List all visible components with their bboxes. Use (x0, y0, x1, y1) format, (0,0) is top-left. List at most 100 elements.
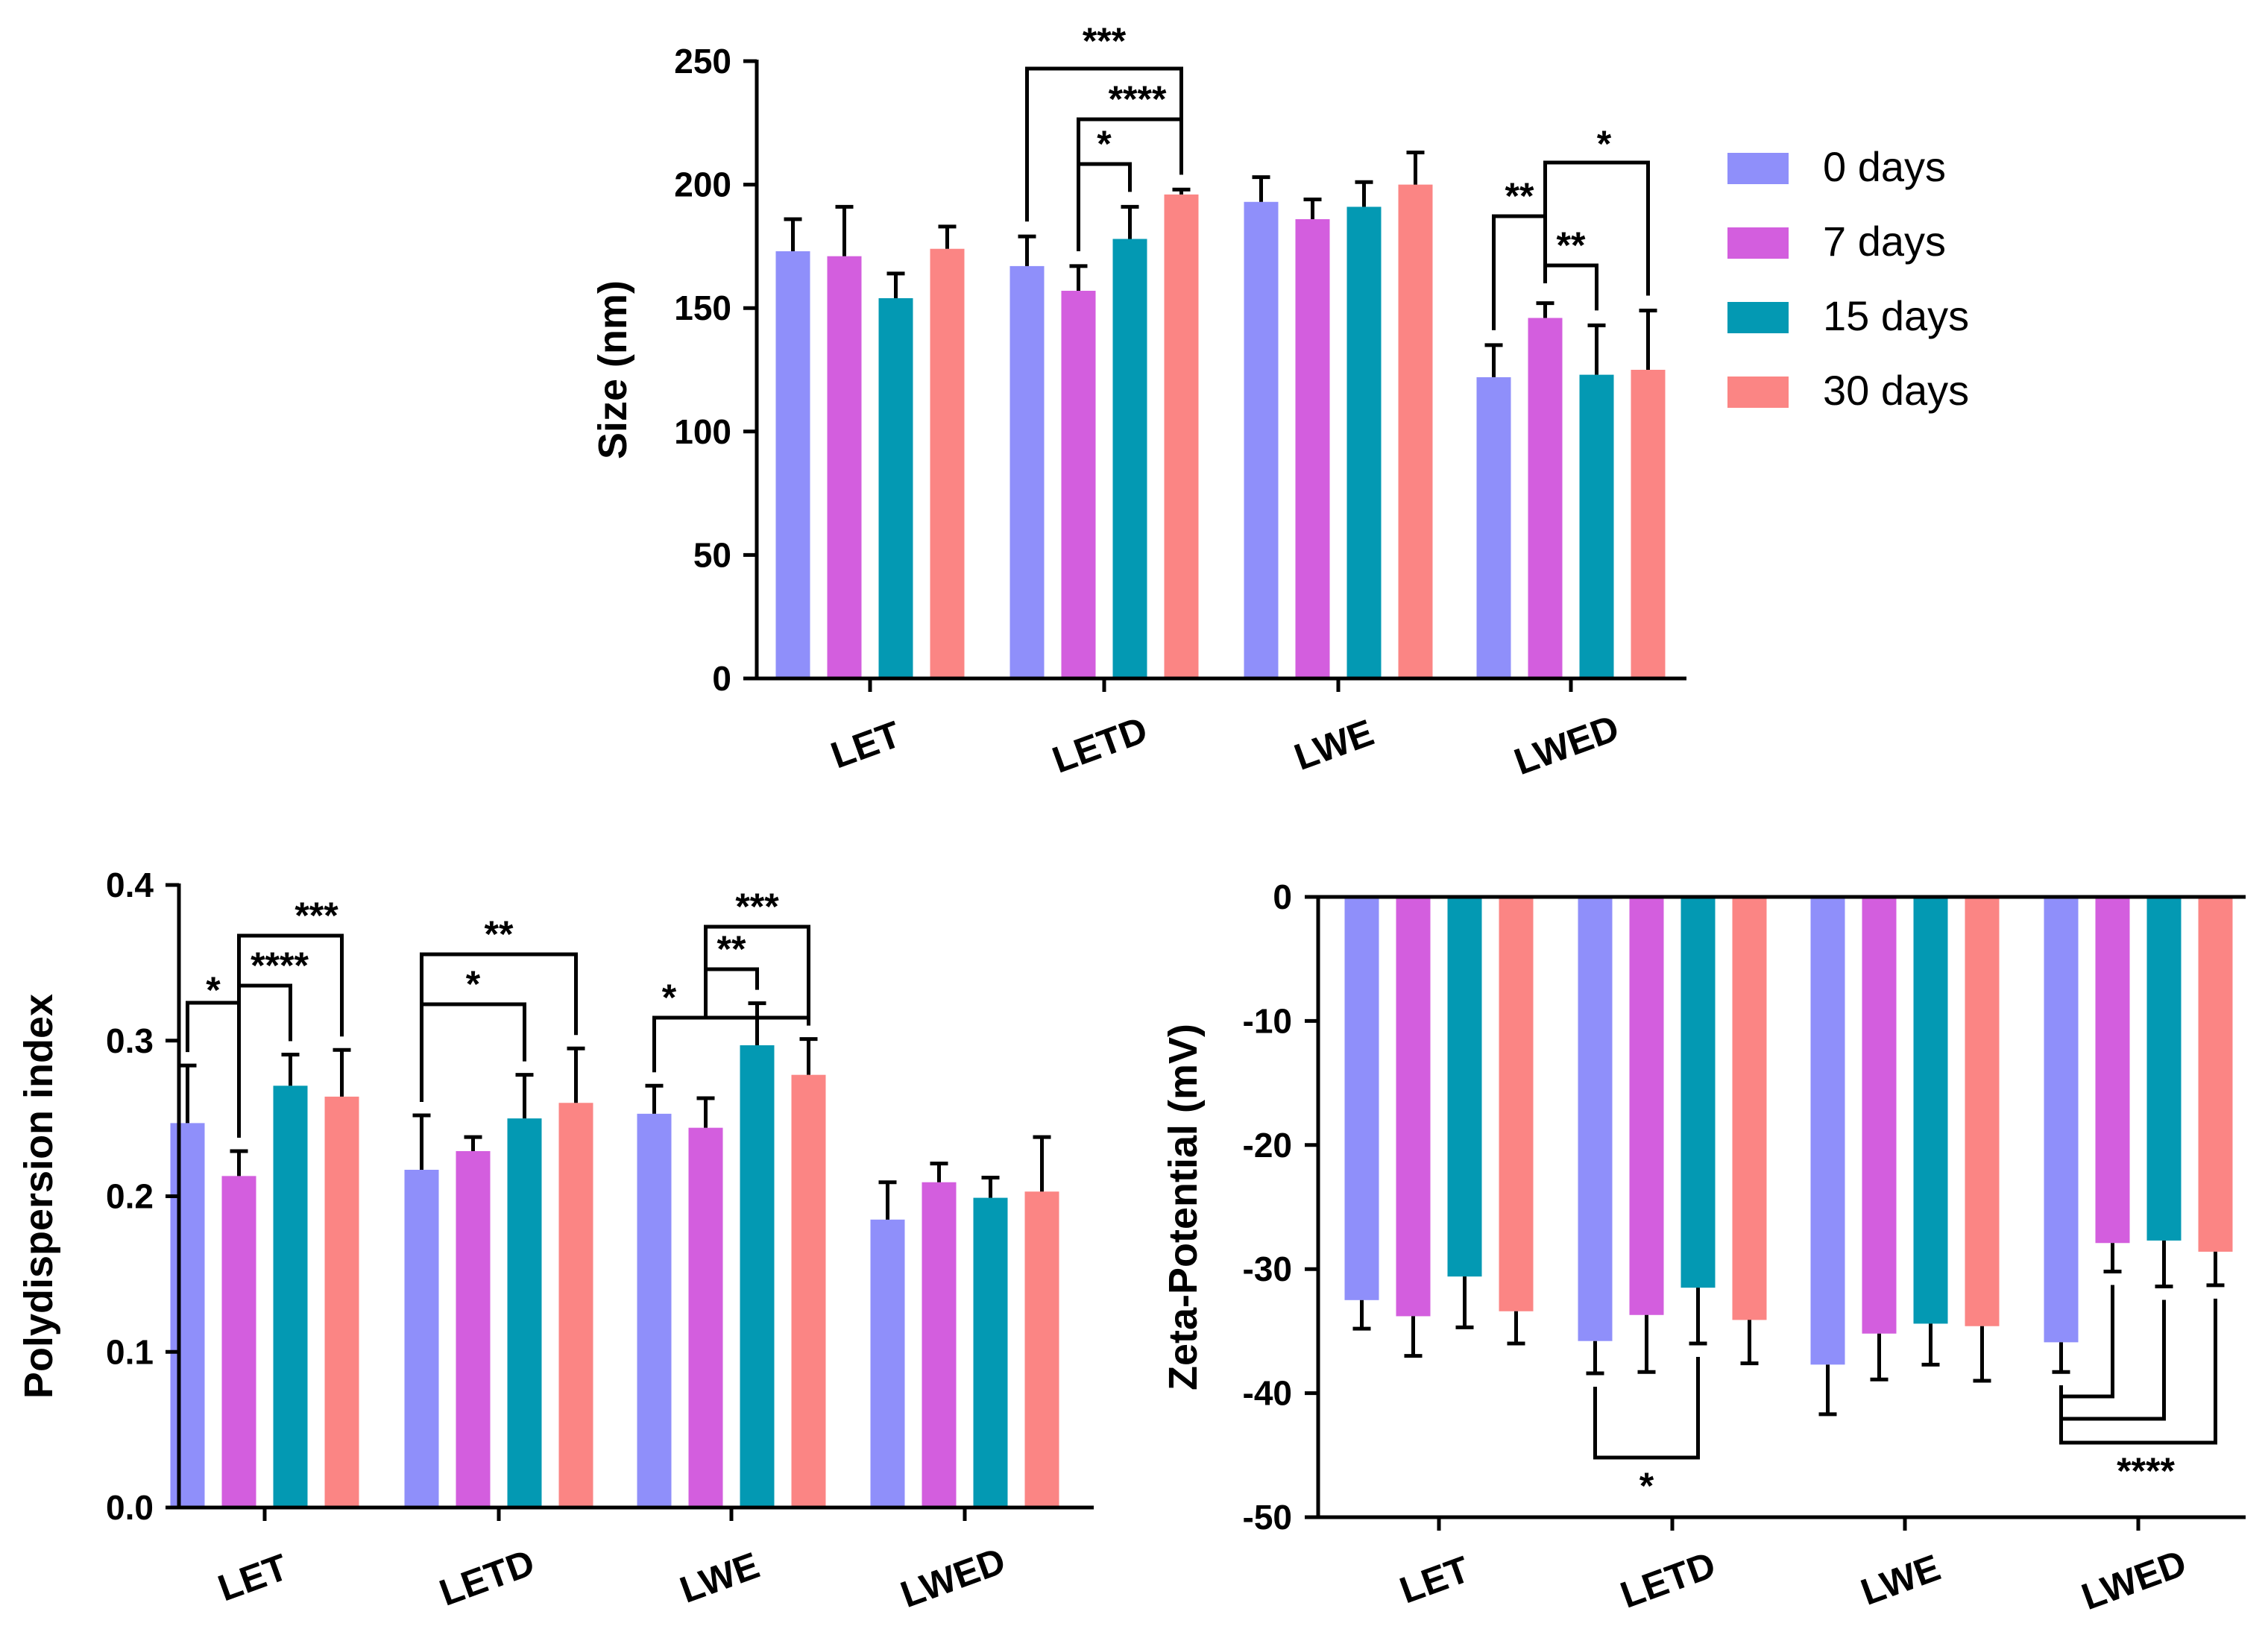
significance-label: **** (1109, 78, 1167, 120)
y-tick-label: 0.3 (106, 1021, 154, 1060)
x-tick-label: LWED (1509, 707, 1625, 783)
significance-label: *** (735, 886, 779, 927)
significance-label: * (1597, 123, 1612, 165)
significance-bracket (704, 967, 759, 1018)
bar-pdi-LWED-3 (1024, 1191, 1059, 1508)
x-tick-label: LWE (675, 1544, 765, 1611)
legend-swatch-2 (1727, 302, 1789, 333)
y-tick-label: 50 (693, 535, 731, 574)
x-tick-label: LET (212, 1546, 293, 1610)
y-tick-label: 150 (674, 289, 731, 327)
significance-bracket (186, 1001, 241, 1138)
significance-bracket (1593, 1357, 1700, 1460)
bar-zeta-LET-2 (1447, 897, 1482, 1277)
x-tick-label: LWED (2076, 1542, 2192, 1618)
legend-label: 0 days (1823, 143, 1946, 190)
significance-bracket (237, 933, 344, 1037)
y-axis-title: Zeta-Potential (mV) (1161, 1024, 1206, 1390)
significance-bracket (420, 1002, 526, 1102)
bar-pdi-LWED-1 (922, 1182, 957, 1508)
bar-size-LETD-2 (1112, 239, 1147, 678)
y-axis-title: Polydispersion index (16, 994, 61, 1399)
x-tick-label: LWED (895, 1540, 1011, 1616)
bar-pdi-LWE-2 (740, 1045, 775, 1508)
bar-size-LWE-3 (1398, 184, 1433, 679)
significance-label: * (206, 969, 221, 1011)
y-tick-label: 0.0 (106, 1488, 154, 1527)
y-tick-label: 200 (674, 166, 731, 204)
zeta-chart: 0 -10 -20 -30 -40 -50 LET LETD LWE LWED Zeta-Poten… (1161, 878, 2246, 1618)
y-axis-title: Size (nm) (590, 280, 635, 459)
significance-label: ** (1557, 224, 1586, 266)
y-tick-label: 0.1 (106, 1332, 154, 1371)
bar-size-LETD-3 (1164, 194, 1199, 678)
y-tick-label: -40 (1243, 1374, 1292, 1413)
bar-size-LWE-1 (1295, 218, 1330, 678)
bar-size-LWED-0 (1476, 377, 1511, 678)
bar-pdi-LWED-0 (870, 1219, 905, 1508)
bar-zeta-LET-1 (1396, 897, 1431, 1317)
significance-label: * (466, 963, 481, 1005)
bar-zeta-LET-0 (1344, 897, 1379, 1300)
bar-pdi-LWE-3 (791, 1074, 826, 1508)
significance-bracket (420, 952, 578, 1036)
bar-size-LET-3 (930, 248, 965, 678)
y-tick-label: -50 (1243, 1498, 1292, 1537)
bar-size-LWE-0 (1244, 201, 1279, 678)
y-tick-label: 0 (712, 659, 731, 698)
bar-size-LWE-2 (1346, 207, 1382, 679)
significance-label: ** (717, 928, 746, 970)
bar-pdi-LETD-3 (558, 1103, 593, 1508)
bar-pdi-LET-3 (324, 1096, 359, 1508)
bar-size-LET-1 (827, 256, 862, 678)
pdi-chart: 0.0 0.1 0.2 0.3 0.4 LET LETD LWE LWED Polydispers… (16, 866, 1094, 1616)
y-tick-label: 0.2 (106, 1177, 154, 1216)
bar-size-LETD-0 (1009, 265, 1045, 678)
bar-pdi-LET-2 (273, 1086, 308, 1508)
significance-label: *** (294, 895, 338, 936)
bar-zeta-LWED-0 (2044, 897, 2079, 1343)
y-tick-label: -30 (1243, 1250, 1292, 1288)
bar-zeta-LETD-3 (1732, 897, 1767, 1320)
bar-zeta-LWE-2 (1913, 897, 1948, 1324)
legend-label: 7 days (1823, 218, 1946, 265)
chart-legend: 0 days 7 days 15 days 30 days (1727, 143, 1969, 414)
x-tick-label: LWE (1856, 1546, 1946, 1613)
legend-label: 30 days (1823, 367, 1969, 414)
significance-bracket (1543, 160, 1650, 296)
significance-label: *** (1083, 20, 1127, 62)
y-tick-label: 0.4 (106, 866, 154, 904)
bar-zeta-LWED-2 (2146, 897, 2182, 1241)
bar-size-LWED-2 (1579, 374, 1614, 678)
significance-label: * (1639, 1465, 1654, 1507)
significance-label: * (662, 977, 677, 1018)
significance-bracket (237, 983, 292, 1042)
bar-size-LWED-1 (1528, 318, 1563, 678)
bar-pdi-LET-1 (221, 1176, 256, 1508)
bar-pdi-LET-0 (170, 1123, 205, 1508)
significance-bracket (1492, 214, 1547, 330)
y-tick-label: 100 (674, 412, 731, 451)
bar-size-LET-2 (878, 297, 913, 678)
x-tick-label: LET (1394, 1549, 1475, 1612)
bar-pdi-LETD-0 (404, 1170, 439, 1508)
x-tick-label: LET (825, 713, 906, 777)
bar-pdi-LWED-2 (973, 1197, 1008, 1508)
bar-zeta-LWE-1 (1862, 897, 1897, 1334)
legend-swatch-0 (1727, 153, 1789, 184)
x-tick-label: LETD (1615, 1543, 1721, 1616)
bar-zeta-LWE-0 (1810, 897, 1845, 1365)
bar-size-LET-0 (775, 251, 810, 678)
bar-zeta-LETD-1 (1629, 897, 1664, 1315)
y-tick-label: -10 (1243, 1001, 1292, 1040)
y-tick-label: 250 (674, 42, 731, 81)
legend-swatch-1 (1727, 227, 1789, 259)
bar-size-LETD-1 (1061, 291, 1096, 678)
bar-zeta-LWE-3 (1965, 897, 2000, 1326)
significance-label: ** (1505, 175, 1534, 217)
x-tick-label: LETD (434, 1541, 540, 1613)
bar-zeta-LETD-0 (1578, 897, 1613, 1341)
bar-zeta-LWED-1 (2095, 897, 2130, 1244)
